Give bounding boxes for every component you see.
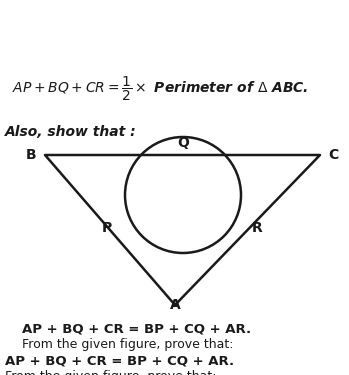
Text: R: R [252, 221, 263, 235]
Text: AP + BQ + CR = BP + CQ + AR.: AP + BQ + CR = BP + CQ + AR. [22, 322, 251, 335]
Text: B: B [25, 148, 36, 162]
Text: $\mathit{AP + BQ + CR} = \dfrac{1}{2} \times$ Perimeter of $\Delta$ ABC.: $\mathit{AP + BQ + CR} = \dfrac{1}{2} \t… [12, 75, 309, 104]
Text: C: C [328, 148, 338, 162]
Text: From the given figure, prove that:: From the given figure, prove that: [22, 338, 233, 351]
Text: Q: Q [177, 136, 189, 150]
Text: A: A [170, 298, 180, 312]
Text: From the given figure, prove that:: From the given figure, prove that: [5, 370, 216, 375]
Text: Also, show that :: Also, show that : [5, 125, 136, 139]
Text: P: P [102, 221, 112, 235]
Text: AP + BQ + CR = BP + CQ + AR.: AP + BQ + CR = BP + CQ + AR. [5, 354, 234, 367]
